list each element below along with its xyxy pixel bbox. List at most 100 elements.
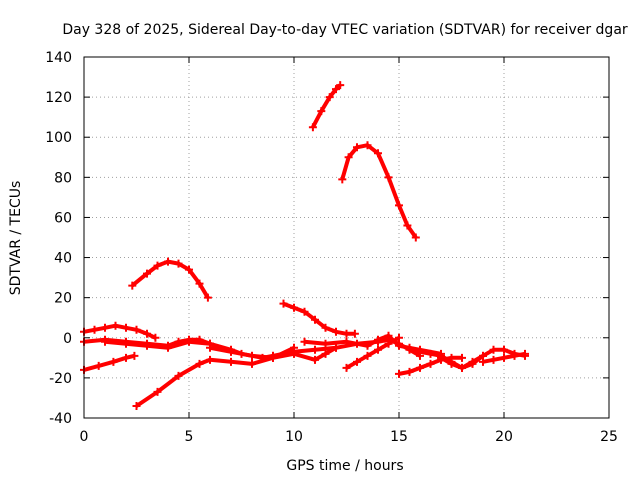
- data-point: [143, 329, 151, 338]
- data-point: [151, 333, 160, 342]
- data-point: [290, 347, 298, 356]
- data-point: [164, 257, 172, 266]
- data-point: [405, 343, 414, 352]
- x-tick-label: 15: [390, 429, 408, 445]
- data-point: [203, 293, 212, 302]
- data-point: [395, 369, 403, 378]
- data-point: [411, 233, 420, 242]
- data-point: [311, 345, 319, 354]
- data-point: [174, 371, 183, 380]
- data-point: [153, 261, 162, 270]
- x-axis-title: GPS time / hours: [286, 458, 403, 474]
- data-point: [185, 337, 193, 346]
- data-point: [109, 357, 118, 366]
- y-tick-label: -40: [49, 411, 72, 427]
- data-point: [458, 363, 466, 372]
- data-point: [363, 351, 372, 360]
- x-tick-label: 25: [600, 429, 618, 445]
- data-point: [342, 363, 351, 372]
- data-point: [317, 107, 326, 116]
- series-arc-peak-13h: [338, 141, 420, 242]
- data-point: [206, 355, 214, 364]
- data-point: [122, 353, 130, 362]
- x-tick-label: 5: [185, 429, 194, 445]
- data-point: [248, 351, 256, 360]
- chart-title: Day 328 of 2025, Sidereal Day-to-day VTE…: [62, 22, 628, 38]
- data-point: [353, 357, 361, 366]
- data-point: [248, 359, 256, 368]
- data-point: [336, 81, 345, 90]
- y-tick-label: 100: [45, 130, 72, 146]
- data-point: [384, 339, 393, 348]
- data-point: [195, 359, 204, 368]
- series-arc-12-15h: [342, 333, 403, 372]
- series-arc-rise-12h: [308, 81, 345, 132]
- data-point: [426, 349, 435, 358]
- data-point: [342, 329, 351, 338]
- axis-ticks: [83, 56, 610, 419]
- data-series-group: [80, 81, 529, 410]
- data-point: [489, 355, 498, 364]
- data-point: [353, 143, 361, 152]
- series-arc-0-5h: [80, 321, 160, 342]
- data-point: [227, 347, 235, 356]
- series-arc-2-10h: [132, 343, 298, 410]
- data-point: [321, 323, 330, 332]
- data-point: [489, 345, 498, 354]
- data-point: [101, 323, 109, 332]
- data-point: [311, 315, 319, 324]
- data-point: [132, 401, 141, 410]
- data-point: [300, 337, 309, 346]
- series-arc-hump-4h: [128, 257, 212, 302]
- data-point: [416, 363, 424, 372]
- y-tick-label: 140: [45, 50, 72, 66]
- data-point: [90, 325, 99, 334]
- data-point: [128, 281, 137, 290]
- data-point: [416, 347, 424, 356]
- data-point: [332, 343, 340, 352]
- data-point: [101, 337, 109, 346]
- grid-lines: [84, 57, 609, 418]
- y-tick-label: 40: [54, 251, 72, 267]
- series-line: [340, 143, 418, 239]
- data-point: [122, 323, 130, 332]
- data-point: [395, 201, 403, 210]
- data-point: [437, 353, 445, 362]
- data-point: [227, 357, 235, 366]
- data-point: [447, 359, 456, 368]
- data-point: [332, 327, 340, 336]
- x-tick-label: 20: [495, 429, 513, 445]
- data-point: [510, 351, 519, 360]
- data-point: [111, 321, 120, 330]
- data-point: [500, 345, 508, 354]
- data-point: [521, 349, 529, 358]
- data-point: [342, 337, 351, 346]
- data-point: [363, 341, 372, 350]
- series-arc-decay-10h: [279, 299, 359, 338]
- y-tick-label: 60: [54, 210, 72, 226]
- series-arc-19-21h: [479, 349, 529, 366]
- data-point: [405, 367, 414, 376]
- y-tick-labels: -40 -20 0 20 40 60 80 100 120 140: [45, 50, 72, 427]
- data-point: [130, 351, 139, 360]
- data-point: [384, 173, 393, 182]
- series-arc-0-2h: [80, 351, 139, 374]
- data-point: [185, 265, 193, 274]
- data-point: [458, 353, 466, 362]
- data-point: [500, 353, 508, 362]
- data-point: [426, 359, 435, 368]
- data-point: [384, 331, 393, 340]
- data-point: [174, 259, 183, 268]
- data-point: [479, 357, 487, 366]
- data-point: [374, 335, 382, 344]
- data-point: [153, 387, 162, 396]
- data-point: [403, 221, 412, 230]
- data-point: [395, 341, 403, 350]
- data-point: [321, 339, 330, 348]
- x-tick-label: 0: [80, 429, 89, 445]
- x-tick-labels: 0 5 10 15 20 25: [80, 429, 618, 445]
- data-point: [311, 355, 319, 364]
- y-tick-label: 20: [54, 291, 72, 307]
- data-point: [94, 361, 103, 370]
- data-point: [374, 345, 382, 354]
